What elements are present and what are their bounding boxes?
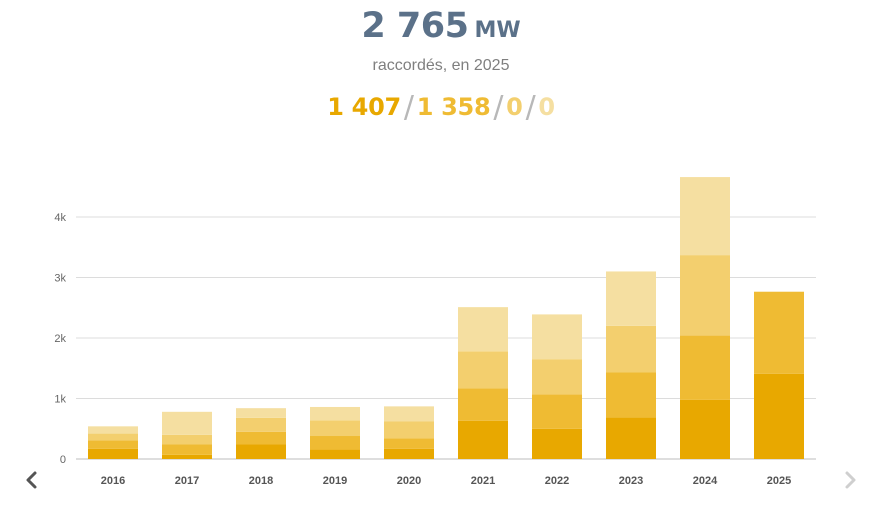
bar-segment	[680, 335, 730, 400]
breakdown-value-4: 0	[538, 93, 555, 121]
bar-segment	[236, 444, 286, 459]
bar-segment	[384, 421, 434, 439]
bar-segment	[532, 394, 582, 429]
bar-segment	[162, 411, 212, 435]
x-tick-label: 2016	[101, 475, 125, 487]
bar-segment	[384, 448, 434, 459]
bar-segment	[680, 177, 730, 256]
bar-segment	[606, 271, 656, 326]
bar-segment	[458, 420, 508, 459]
breakdown-value-2: 1 358	[416, 93, 491, 121]
y-tick-label: 4k	[54, 212, 66, 224]
bar-segment	[236, 431, 286, 445]
bar-segment	[310, 406, 360, 421]
subtitle: raccordés, en 2025	[372, 57, 510, 74]
bar-segment	[384, 438, 434, 449]
bar-segment	[236, 408, 286, 418]
bar-segment	[532, 359, 582, 395]
bar-segment	[458, 388, 508, 421]
breakdown-value-1: 1 407	[327, 93, 401, 121]
bar-segment	[680, 255, 730, 336]
y-tick-label: 0	[60, 454, 66, 466]
bar-segment	[532, 314, 582, 360]
breakdown-separator: /	[403, 90, 414, 125]
x-tick-label: 2019	[323, 475, 347, 487]
y-tick-label: 2k	[54, 333, 66, 345]
bar-segment	[162, 434, 212, 445]
bar-segment	[532, 428, 582, 459]
bar-segment	[680, 399, 730, 459]
bar-segment	[606, 372, 656, 418]
chevron-left-icon[interactable]	[20, 467, 44, 493]
bar-segment	[88, 440, 138, 449]
x-tick-label: 2023	[619, 475, 643, 487]
bar-segment	[458, 351, 508, 389]
bar-segment	[754, 291, 804, 374]
bar-segment	[310, 420, 360, 437]
x-tick-label: 2018	[249, 475, 273, 487]
breakdown-value-3: 0	[506, 93, 523, 121]
y-tick-label: 1k	[54, 394, 66, 406]
x-tick-label: 2025	[767, 475, 791, 487]
y-tick-label: 3k	[54, 273, 66, 285]
category-breakdown: 1 407/1 358/0/0	[0, 88, 882, 125]
bar-segment	[88, 426, 138, 434]
x-tick-label: 2021	[471, 475, 495, 487]
bar-segment	[88, 448, 138, 459]
breakdown-separator: /	[525, 90, 536, 125]
bar-segment	[310, 436, 360, 450]
x-tick-label: 2017	[175, 475, 199, 487]
total-capacity: 2 765 MW	[0, 6, 882, 46]
bar-segment	[310, 449, 360, 459]
total-value: 2 765	[361, 6, 469, 46]
breakdown-separator: /	[493, 90, 504, 125]
bar-segment	[162, 444, 212, 455]
x-tick-label: 2020	[397, 475, 421, 487]
bar-segment	[88, 433, 138, 441]
bar-segment	[384, 406, 434, 422]
x-tick-label: 2024	[693, 475, 718, 487]
total-unit: MW	[474, 18, 521, 43]
bar-segment	[606, 417, 656, 459]
x-tick-label: 2022	[545, 475, 569, 487]
bar-segment	[754, 373, 804, 459]
chevron-right-icon[interactable]	[838, 467, 862, 493]
bar-segment	[236, 417, 286, 432]
bar-segment	[458, 307, 508, 352]
bar-segment	[606, 325, 656, 373]
bar-segment	[162, 454, 212, 459]
